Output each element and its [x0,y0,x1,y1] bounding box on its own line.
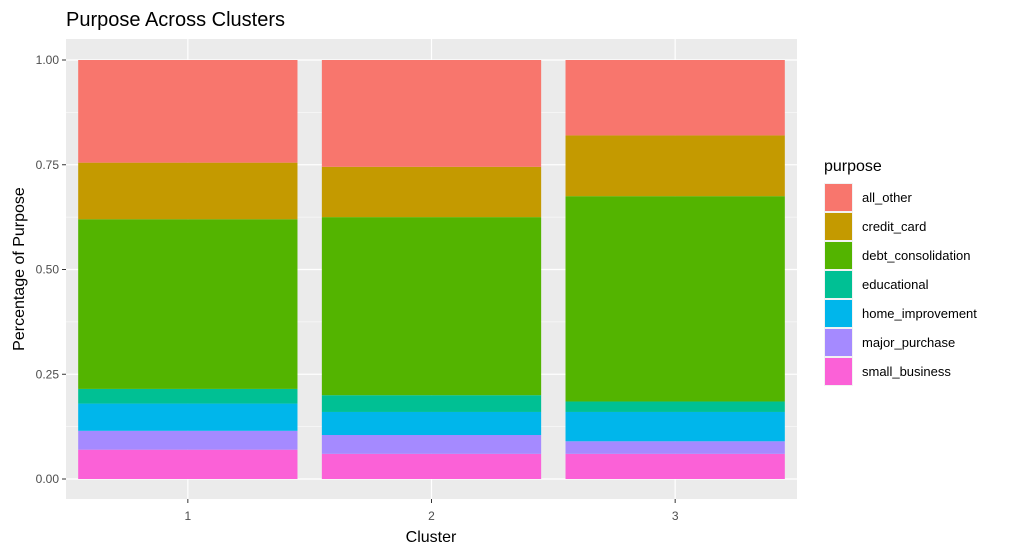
y-axis-label: Percentage of Purpose [11,187,28,351]
x-tick-label: 3 [672,509,679,523]
legend-key-major_purchase [825,329,852,356]
y-tick-label: 0.50 [36,263,60,277]
bar-segment-major_purchase [565,441,785,454]
legend-label: all_other [862,190,913,205]
x-tick-label: 2 [428,509,435,523]
legend-key-small_business [825,358,852,385]
y-tick-label: 1.00 [36,53,60,67]
legend-key-all_other [825,184,852,211]
bar-segment-small_business [565,453,785,479]
legend-key-educational [825,271,852,298]
bar-segment-credit_card [565,135,785,197]
legend-label: small_business [862,364,951,379]
legend-key-home_improvement [825,300,852,327]
legend-label: debt_consolidation [862,248,970,263]
bar-segment-small_business [78,449,298,479]
y-tick-label: 0.75 [36,158,60,172]
chart-title: Purpose Across Clusters [66,9,285,31]
y-tick-label: 0.25 [36,367,60,381]
bar-segment-debt_consolidation [321,217,542,396]
legend-label: credit_card [862,219,926,234]
legend-title: purpose [824,158,882,175]
bar-segment-small_business [321,453,542,479]
bar-segment-credit_card [321,166,542,218]
y-tick-label: 0.00 [36,472,60,486]
bar-segment-major_purchase [78,430,298,450]
bar-segment-educational [321,395,542,412]
legend-label: home_improvement [862,306,977,321]
bar-segment-home_improvement [78,403,298,431]
bar-segment-all_other [565,60,785,136]
x-axis-label: Cluster [406,529,457,546]
legend-label: educational [862,277,929,292]
bars-layer [78,60,785,479]
bar-segment-educational [78,388,298,404]
bar-segment-home_improvement [565,411,785,442]
bar-segment-educational [565,401,785,412]
bar-segment-credit_card [78,162,298,220]
bar-segment-major_purchase [321,435,542,454]
x-tick-label: 1 [184,509,191,523]
bar-segment-debt_consolidation [78,219,298,389]
legend-key-credit_card [825,213,852,240]
legend: purpose all_other credit_card debt_consoli… [824,158,977,386]
axis-layer: 0.00 0.25 0.50 0.75 1.00 1 2 3 [36,53,679,523]
legend-label: major_purchase [862,335,955,350]
bar-segment-all_other [78,60,298,163]
bar-segment-home_improvement [321,411,542,436]
bar-segment-debt_consolidation [565,196,785,402]
legend-key-debt_consolidation [825,242,852,269]
bar-segment-all_other [321,60,542,167]
